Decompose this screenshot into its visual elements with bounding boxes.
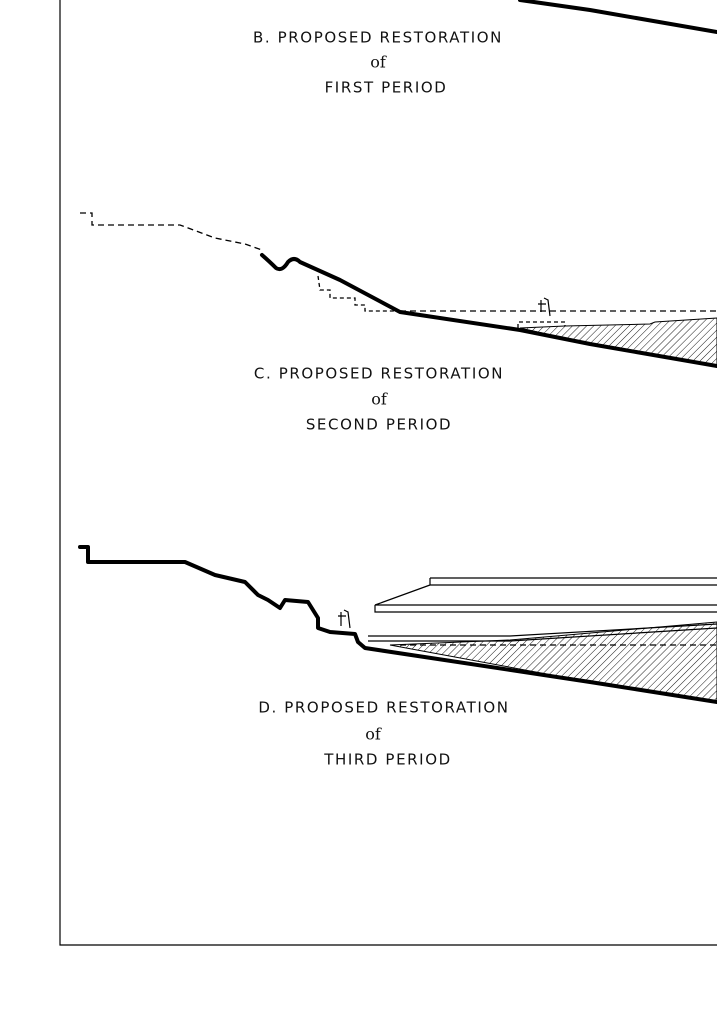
caption-label: D. PROPOSED RESTORATION: [258, 699, 509, 717]
caption-period: SECOND PERIOD: [306, 416, 452, 434]
figure-d: [338, 609, 351, 629]
platform-c: [517, 321, 566, 328]
frame: [59, 0, 717, 946]
caption-of: of: [370, 53, 387, 72]
stairs-c: [317, 275, 400, 312]
structure-d: [368, 577, 717, 642]
caption-label: B. PROPOSED RESTORATION: [253, 29, 503, 47]
profile-d: [78, 545, 717, 704]
caption-label: C. PROPOSED RESTORATION: [254, 365, 504, 383]
caption-period: THIRD PERIOD: [323, 751, 452, 769]
hatch-c: [519, 317, 717, 366]
profile-b: [518, 0, 717, 34]
caption-of: of: [365, 725, 382, 744]
dashed-profile-c: [80, 212, 263, 251]
caption-period: FIRST PERIOD: [325, 79, 448, 97]
figure-c: [538, 297, 551, 317]
profile-c: [260, 253, 717, 368]
caption-of: of: [371, 390, 388, 409]
